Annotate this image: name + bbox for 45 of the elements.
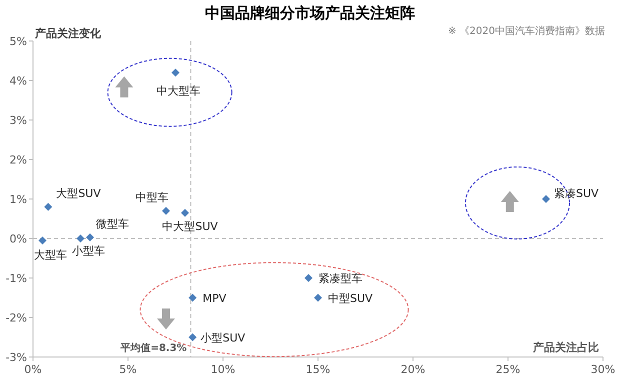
point (181, 208, 189, 217)
x-tick-label: 0% (24, 363, 42, 376)
x-tick-label: 10% (210, 363, 236, 376)
x-tick-label: 25% (496, 363, 520, 376)
point (172, 68, 180, 77)
point (314, 294, 322, 302)
annotation: 大型车 (34, 248, 67, 262)
point (304, 274, 312, 282)
annotation: 紧凑型车 (318, 272, 362, 285)
point (162, 206, 170, 215)
y-tick-label: 4% (10, 74, 27, 88)
y-tick-label: -2% (6, 312, 27, 324)
point (542, 195, 550, 203)
y-tick-label: -3% (6, 351, 27, 364)
chart-title: 中国品牌细分市场产品关注矩阵 (205, 4, 415, 22)
y-tick-label: 5% (10, 35, 27, 48)
x-tick-label: 20% (400, 363, 426, 376)
point (76, 234, 84, 242)
text: ※ 《2020中国汽车消费指南》数据 (448, 25, 605, 37)
annotation: 中大型SUV (162, 220, 218, 233)
annotation: 小型车 (72, 244, 105, 258)
y-tick-label: -1% (6, 272, 27, 285)
x-tick-label: 15% (306, 363, 330, 376)
annotation: MPV (202, 292, 227, 305)
y-tick-label: 2% (10, 154, 27, 166)
annotation: 中型车 (136, 190, 168, 204)
annotation: 大型SUV (56, 186, 102, 200)
point (188, 333, 197, 342)
x-tick-label: 5% (119, 363, 137, 376)
annotation: 微型车 (96, 217, 129, 230)
annotation: 小型SUV (200, 331, 246, 344)
point (188, 294, 197, 302)
y-axis-title: 产品关注变化 (34, 27, 102, 40)
point (44, 202, 52, 211)
y-tick-label: 1% (10, 193, 27, 206)
point (38, 236, 46, 244)
x-tick-label: 30% (590, 363, 616, 376)
annotation: 紧凑SUV (554, 187, 600, 200)
annotation: 中型SUV (328, 292, 374, 305)
ref-line-label: 平均值=8.3% (120, 342, 187, 354)
y-tick-label: 0% (10, 232, 27, 246)
annotation: 中大型车 (156, 84, 200, 98)
x-axis-title: 产品关注占比 (532, 341, 599, 354)
point (86, 233, 94, 242)
y-tick-label: 3% (10, 114, 27, 127)
